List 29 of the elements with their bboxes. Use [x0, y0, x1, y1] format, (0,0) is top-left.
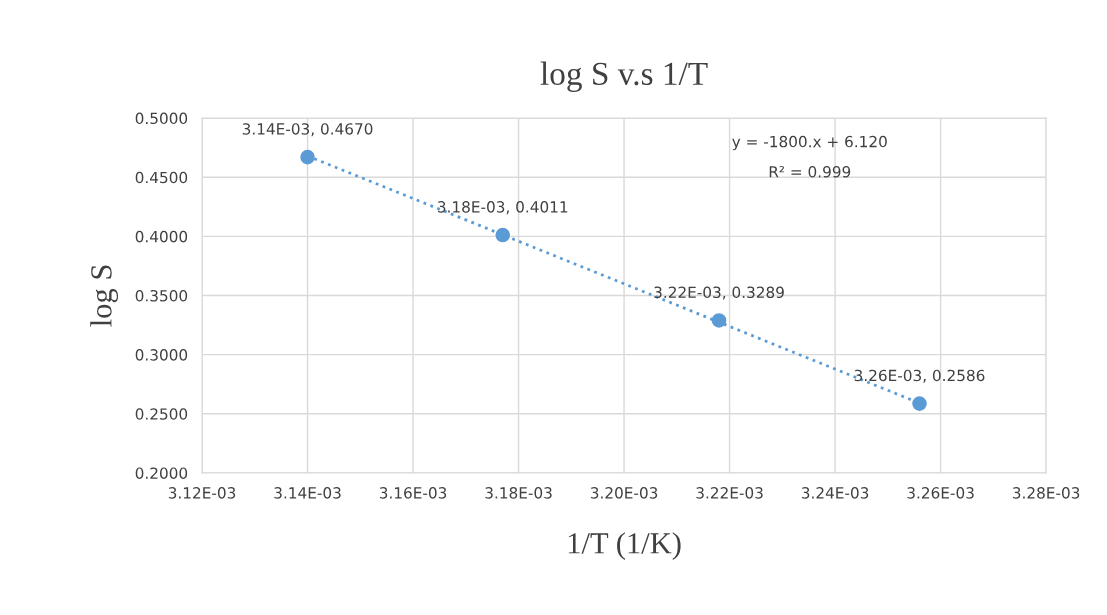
y-tick-label: 0.3000: [135, 349, 188, 361]
x-tick-label: 3.20E-03: [590, 487, 658, 499]
data-label: 3.14E-03, 0.4670: [242, 123, 373, 137]
data-label: 3.22E-03, 0.3289: [654, 286, 784, 300]
y-tick-label: 0.2500: [135, 408, 188, 420]
annotation: R² = 0.999: [769, 165, 851, 178]
y-tick-label: 0.4500: [135, 171, 188, 184]
y-tick-label: 0.5000: [135, 112, 188, 125]
y-tick-label: 0.4000: [135, 230, 188, 243]
annotation: y = -1800.x + 6.120: [732, 135, 887, 151]
x-tick-label: 3.18E-03: [485, 487, 552, 499]
y-tick-label: 0.3500: [135, 289, 188, 302]
x-tick-label: 3.22E-03: [696, 487, 763, 499]
x-tick-label: 3.26E-03: [907, 487, 974, 499]
x-axis-title: 1/T (1/K): [568, 532, 681, 560]
y-tick-label: 0.2000: [135, 467, 188, 479]
point: [495, 227, 511, 243]
point: [300, 149, 315, 165]
x-tick-label: 3.24E-03: [801, 487, 869, 499]
point: [711, 313, 727, 328]
x-tick-label: 3.28E-03: [1012, 487, 1080, 499]
data-label: 3.18E-03, 0.4011: [438, 201, 568, 215]
point: [912, 396, 927, 411]
x-tick-label: 3.12E-03: [168, 487, 236, 499]
x-tick-label: 3.14E-03: [274, 487, 341, 499]
y-axis-title: log S: [90, 265, 119, 327]
chart-title: log S v.s 1/T: [540, 61, 708, 92]
data-label: 3.26E-03, 0.2586: [854, 369, 985, 383]
x-tick-label: 3.16E-03: [379, 487, 447, 499]
